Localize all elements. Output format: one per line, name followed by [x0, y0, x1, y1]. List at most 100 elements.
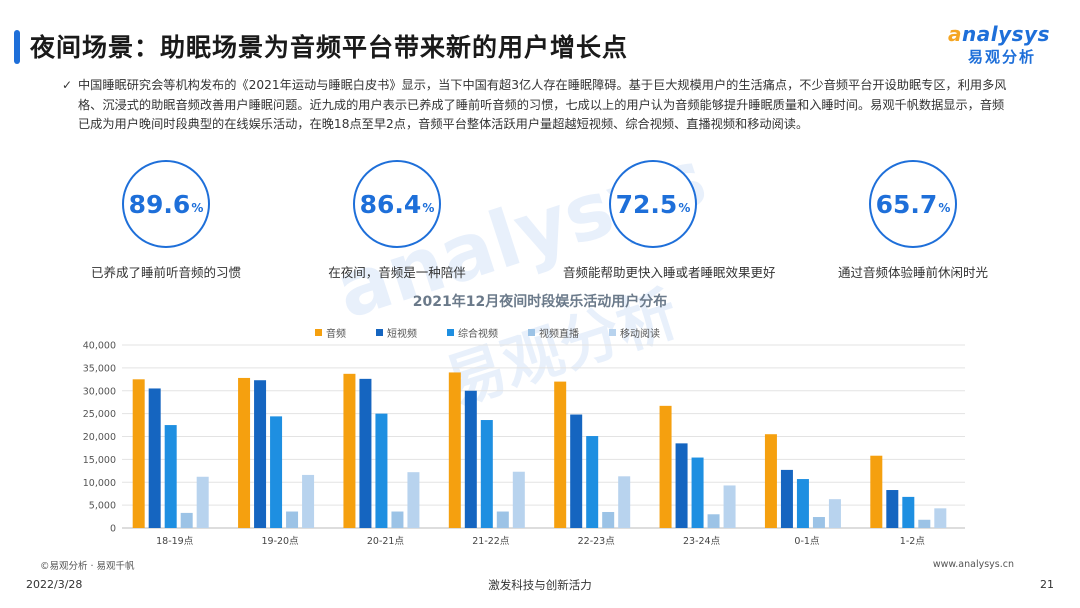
x-tick-label: 22-23点 — [578, 536, 616, 547]
bar — [148, 388, 161, 528]
bar — [934, 508, 947, 528]
check-icon: ✓ — [62, 78, 73, 92]
y-tick-label: 35,000 — [83, 363, 116, 374]
x-tick-label: 18-19点 — [156, 536, 194, 547]
stat-item: 72.5% 音频能帮助更快入睡或者睡眠效果更好 — [563, 160, 776, 281]
stat-unit: % — [191, 201, 204, 215]
bar — [554, 381, 567, 528]
bar — [464, 390, 477, 528]
legend-label: 短视频 — [387, 329, 417, 340]
stat-item: 65.7% 通过音频体验睡前休闲时光 — [823, 160, 1003, 281]
title-accent-bar — [14, 30, 20, 64]
y-tick-label: 25,000 — [83, 409, 116, 420]
bar — [343, 373, 356, 528]
source-note: ©易观分析 · 易观千帆 — [40, 561, 135, 572]
stat-value: 89.6 — [128, 189, 191, 219]
legend-swatch — [528, 329, 535, 336]
bar — [302, 474, 315, 528]
bar — [780, 469, 793, 528]
bar — [886, 490, 899, 528]
stat-value: 86.4 — [359, 189, 422, 219]
legend-label: 视频直播 — [539, 329, 579, 340]
stat-item: 89.6% 已养成了睡前听音频的习惯 — [76, 160, 256, 281]
bar — [496, 511, 509, 528]
x-tick-label: 0-1点 — [794, 536, 820, 547]
stat-unit: % — [938, 201, 951, 215]
bar — [586, 436, 599, 528]
bar — [570, 414, 583, 528]
x-tick-label: 20-21点 — [367, 536, 405, 547]
logo-suffix: nalysys — [962, 22, 1050, 46]
y-tick-label: 5,000 — [89, 501, 116, 512]
x-tick-label: 23-24点 — [683, 536, 721, 547]
bar — [238, 377, 251, 528]
description-text: 中国睡眠研究会等机构发布的《2021年运动与睡眠白皮书》显示，当下中国有超3亿人… — [78, 78, 1007, 131]
footer-date: 2022/3/28 — [26, 578, 83, 591]
analysys-logo: analysys 易观分析 — [948, 22, 1058, 67]
x-tick-label: 19-20点 — [262, 536, 300, 547]
y-tick-label: 40,000 — [83, 341, 116, 352]
footer-slogan: 激发科技与创新活力 — [488, 578, 592, 592]
bar — [448, 372, 461, 528]
legend-item: 综合视频 — [447, 325, 498, 340]
bar — [675, 443, 688, 528]
y-tick-label: 10,000 — [83, 478, 116, 489]
y-tick-label: 15,000 — [83, 455, 116, 466]
stat-ring: 86.4% — [353, 160, 441, 248]
bar — [902, 496, 915, 528]
legend-item: 移动阅读 — [609, 325, 660, 340]
logo-cn-text: 易观分析 — [968, 48, 1037, 66]
logo-prefix: a — [948, 22, 962, 46]
legend-label: 移动阅读 — [620, 329, 660, 340]
legend-swatch — [609, 329, 616, 336]
stat-ring: 72.5% — [609, 160, 697, 248]
stat-value: 72.5 — [615, 189, 678, 219]
page-title: 夜间场景：助眠场景为音频平台带来新的用户增长点 — [30, 33, 629, 62]
bar — [812, 517, 825, 528]
stat-ring: 89.6% — [122, 160, 210, 248]
chart-title: 2021年12月夜间时段娱乐活动用户分布 — [412, 294, 668, 310]
stat-label: 在夜间，音频是一种陪伴 — [328, 265, 466, 280]
stat-item: 86.4% 在夜间，音频是一种陪伴 — [307, 160, 487, 281]
bar — [132, 379, 145, 528]
stat-label: 音频能帮助更快入睡或者睡眠效果更好 — [563, 265, 776, 280]
stat-label: 通过音频体验睡前休闲时光 — [837, 265, 988, 280]
legend-item: 短视频 — [376, 325, 417, 340]
bar — [618, 476, 631, 528]
bar — [286, 511, 299, 528]
stat-label: 已养成了睡前听音频的习惯 — [90, 265, 241, 280]
bar — [602, 511, 615, 528]
x-tick-label: 21-22点 — [472, 536, 510, 547]
bar — [480, 420, 493, 528]
bar — [196, 476, 209, 528]
page-number: 21 — [1040, 578, 1054, 591]
stat-unit: % — [422, 201, 435, 215]
legend-swatch — [315, 329, 322, 336]
bar — [870, 455, 883, 528]
bar — [391, 511, 404, 528]
bar — [828, 499, 841, 528]
chart-legend: 音频 短视频 综合视频 视频直播 移动阅读 — [315, 325, 660, 340]
website-link[interactable]: www.analysys.cn — [932, 559, 1014, 570]
legend-label: 综合视频 — [458, 329, 498, 340]
legend-swatch — [376, 329, 383, 336]
y-tick-label: 20,000 — [83, 432, 116, 443]
y-tick-label: 0 — [110, 524, 116, 535]
description-block: ✓ 中国睡眠研究会等机构发布的《2021年运动与睡眠白皮书》显示，当下中国有超3… — [62, 76, 1008, 135]
legend-label: 音频 — [326, 329, 346, 340]
bar — [918, 519, 931, 528]
legend-swatch — [447, 329, 454, 336]
bar — [691, 457, 704, 528]
x-tick-label: 1-2点 — [900, 536, 926, 547]
bar — [254, 380, 267, 528]
bar — [796, 479, 809, 528]
stat-value: 65.7 — [875, 189, 938, 219]
legend-item: 音频 — [315, 325, 346, 340]
stat-ring: 65.7% — [869, 160, 957, 248]
bar — [375, 413, 388, 528]
bar — [180, 512, 193, 528]
bar — [512, 471, 525, 528]
bar — [707, 514, 720, 528]
bar — [359, 378, 372, 528]
